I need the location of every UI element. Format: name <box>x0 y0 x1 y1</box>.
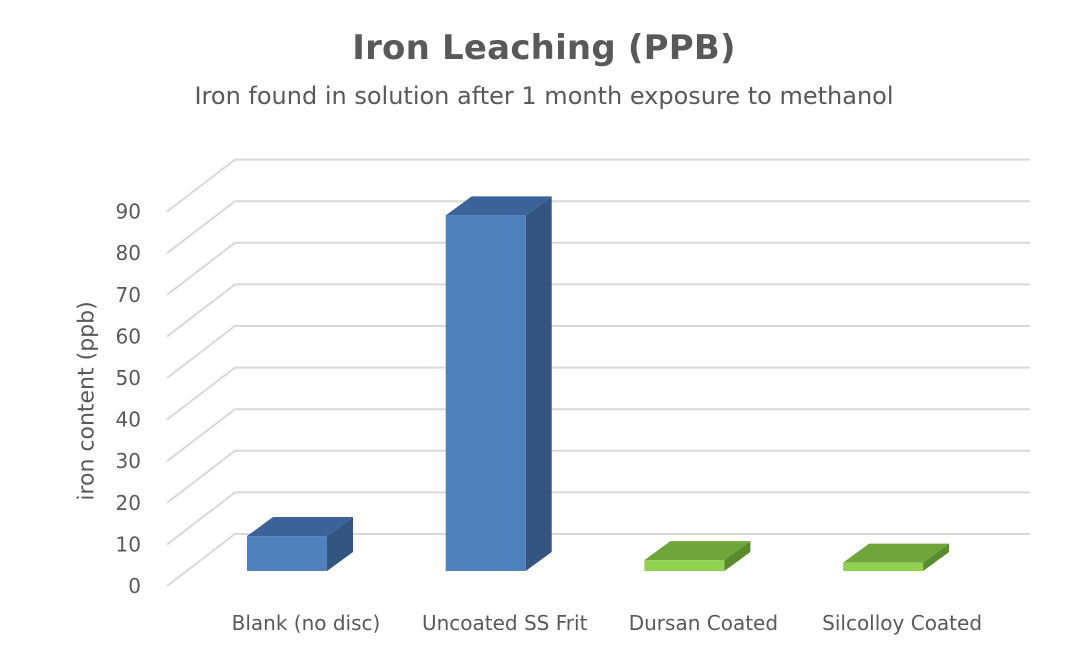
y-tick-label: 50 <box>116 366 141 390</box>
gridline <box>166 366 1030 421</box>
bar-side-face <box>525 196 552 571</box>
gridline <box>166 241 1030 296</box>
bar-front-face <box>644 560 725 571</box>
bar-side-face <box>724 541 751 571</box>
bar-side-face <box>327 517 353 571</box>
bar-top-face <box>644 541 751 561</box>
y-tick-label: 90 <box>116 200 141 224</box>
x-category-label: Silcolloy Coated <box>822 611 982 635</box>
y-tick-label: 70 <box>116 283 141 307</box>
y-tick-label: 0 <box>128 574 141 598</box>
x-category-label: Dursan Coated <box>629 611 778 635</box>
y-axis-ticks: 0 10 20 30 40 50 60 70 80 90 <box>116 200 141 598</box>
bar-front-face <box>843 562 924 571</box>
chart-subtitle: Iron found in solution after 1 month exp… <box>194 82 894 110</box>
x-category-label: Blank (no disc) <box>232 611 381 635</box>
bar <box>445 196 552 571</box>
bars <box>247 196 950 571</box>
chart-title: Iron Leaching (PPB) <box>352 28 736 68</box>
y-tick-label: 80 <box>116 241 141 265</box>
y-tick-label: 60 <box>116 324 141 348</box>
gridline <box>166 533 1030 587</box>
y-tick-label: 20 <box>116 491 141 515</box>
bar <box>247 517 353 571</box>
gridline <box>166 283 1030 338</box>
bar <box>644 541 751 571</box>
bar-front-face <box>247 536 327 571</box>
gridline <box>166 449 1030 504</box>
gridline <box>166 325 1030 379</box>
bar-top-face <box>843 543 950 563</box>
y-tick-label: 30 <box>116 449 141 473</box>
bar-front-face <box>445 215 526 571</box>
gridline <box>166 158 1030 213</box>
bar-top-face <box>247 517 353 537</box>
gridline <box>166 408 1030 462</box>
x-category-label: Uncoated SS Frit <box>422 611 588 635</box>
bar-side-face <box>923 543 950 571</box>
bar-top-face <box>445 196 552 216</box>
bar <box>843 543 950 571</box>
gridline <box>166 491 1030 546</box>
y-tick-label: 10 <box>116 532 141 556</box>
gridlines <box>166 158 1030 587</box>
gridline <box>166 200 1030 254</box>
x-axis-categories: Blank (no disc) Uncoated SS Frit Dursan Co… <box>232 611 982 635</box>
y-tick-label: 40 <box>116 408 141 432</box>
